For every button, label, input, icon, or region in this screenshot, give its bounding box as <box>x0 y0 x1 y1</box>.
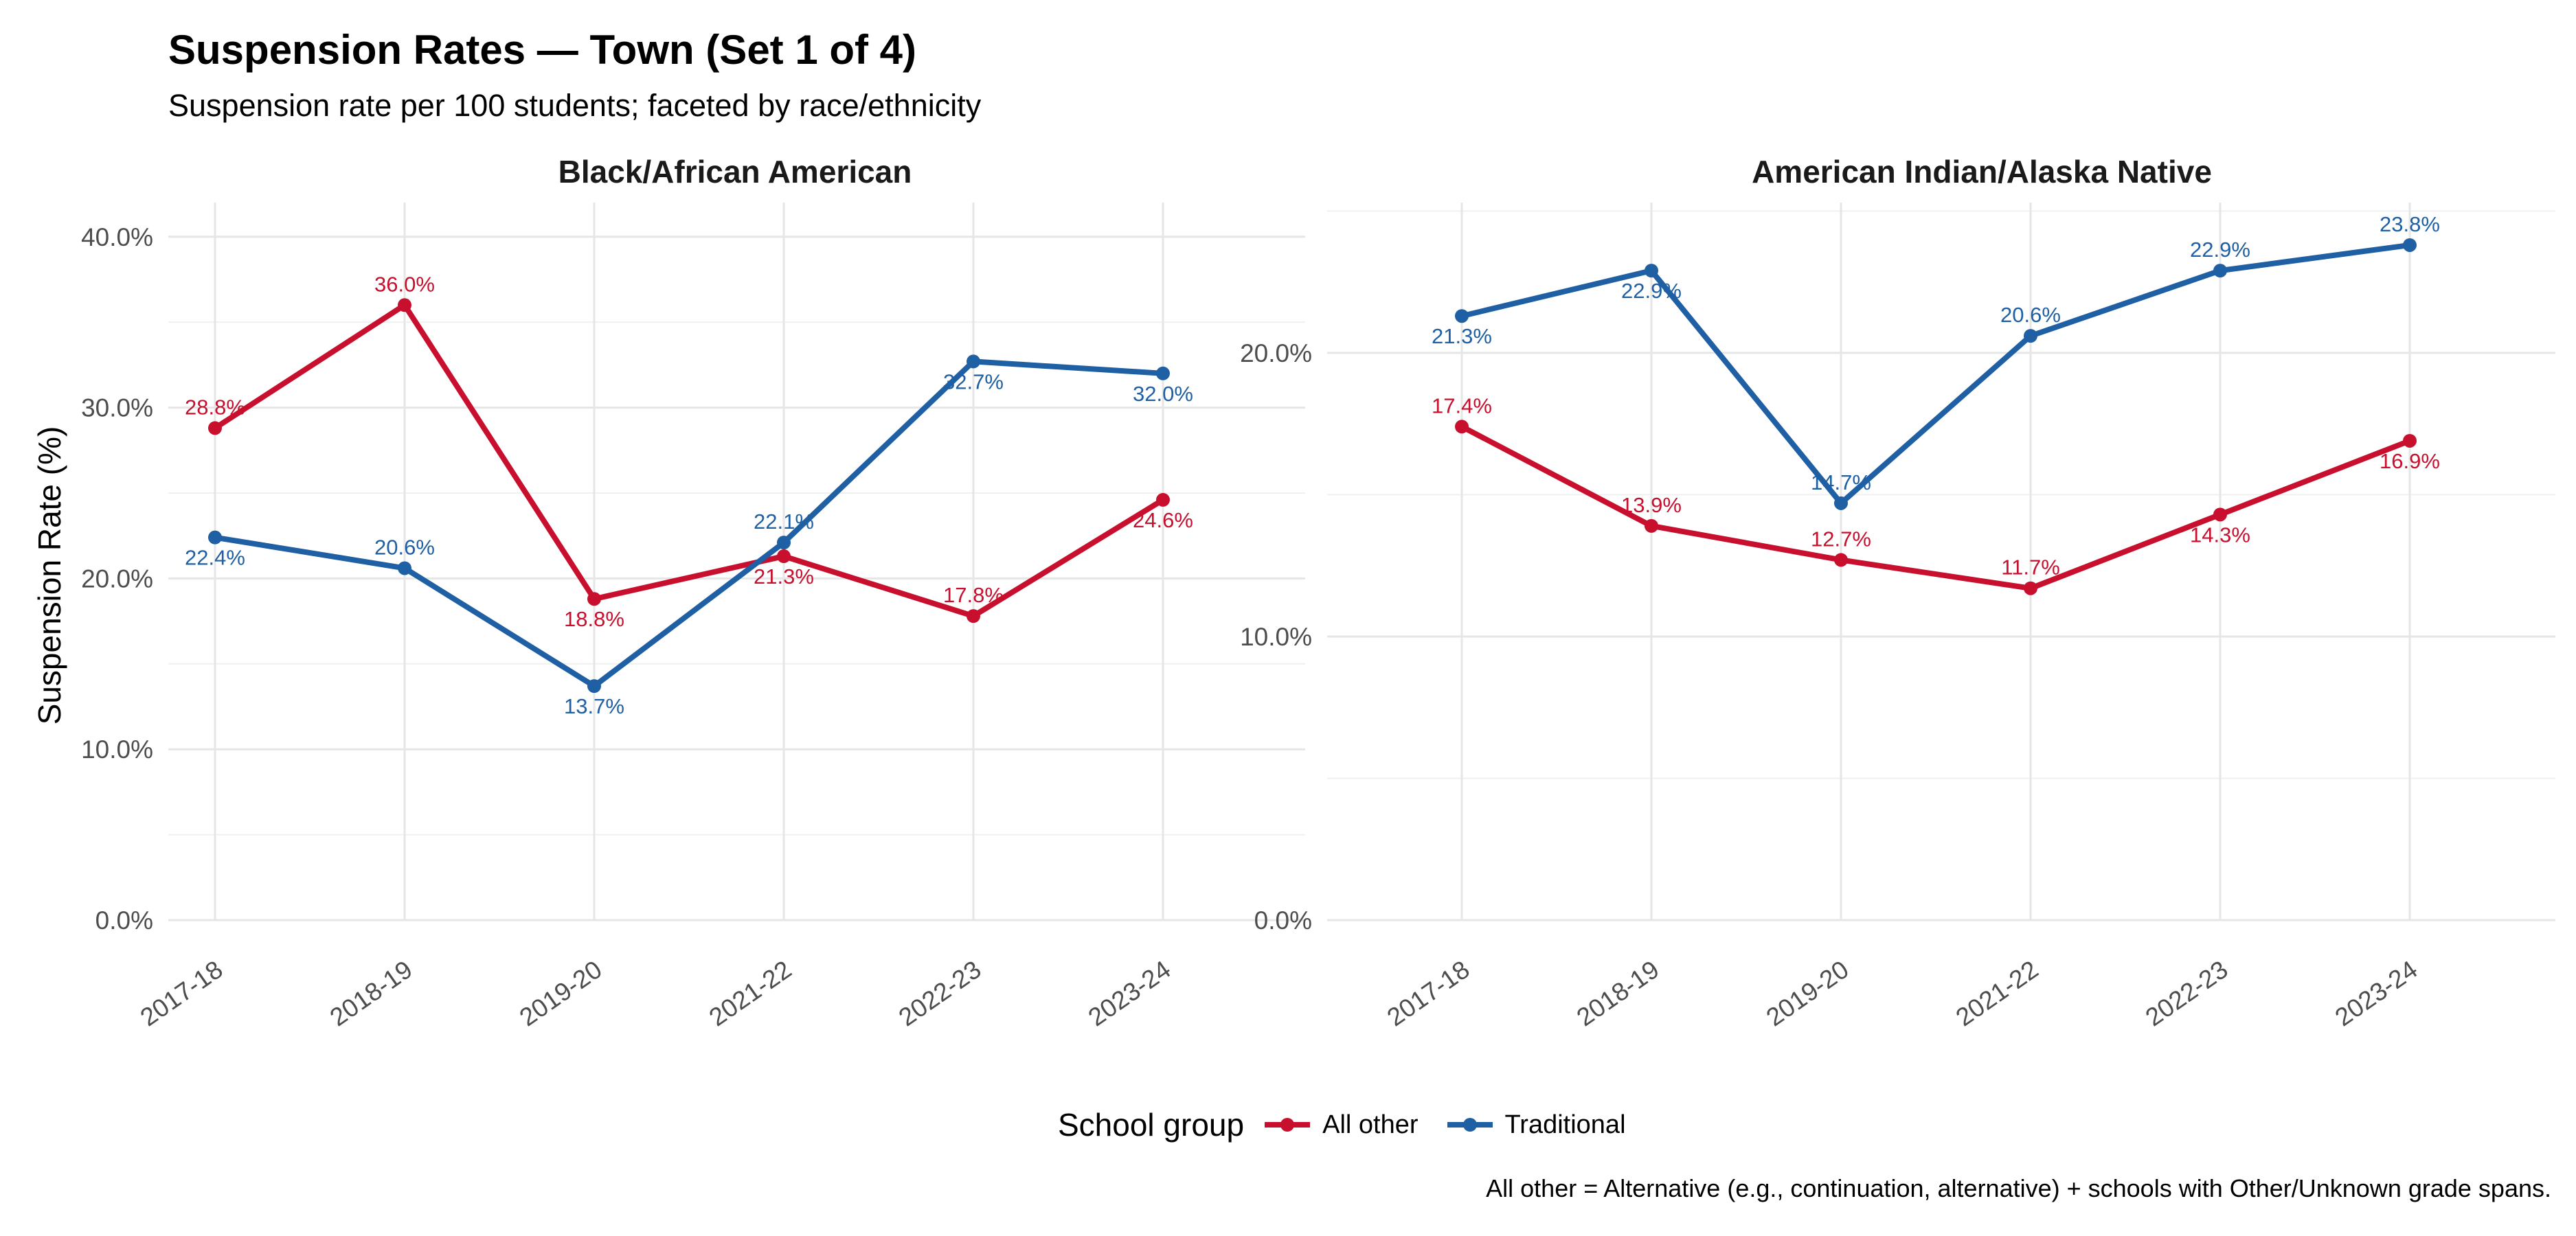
data-label-traditional: 32.7% <box>943 369 1004 393</box>
data-point-all-other <box>1645 518 1658 533</box>
data-point-all-other <box>2403 433 2417 448</box>
data-point-traditional <box>1156 366 1170 380</box>
y-tick-label: 0.0% <box>95 906 153 935</box>
data-point-all-other <box>777 549 791 564</box>
data-label-traditional: 20.6% <box>374 535 435 559</box>
data-point-traditional <box>208 530 222 545</box>
data-point-all-other <box>1455 420 1469 434</box>
data-point-all-other <box>1834 553 1848 567</box>
x-tick-label: 2023-24 <box>2330 955 2423 1031</box>
data-point-traditional <box>1645 264 1658 278</box>
data-label-traditional: 13.7% <box>564 694 624 718</box>
y-tick-label: 0.0% <box>1254 906 1312 935</box>
y-tick-label: 20.0% <box>81 564 153 593</box>
data-point-traditional <box>2024 329 2037 343</box>
x-tick-label: 2019-20 <box>1761 955 1854 1031</box>
data-label-traditional: 14.7% <box>1811 470 1871 494</box>
legend-key-all-other <box>1265 1118 1311 1132</box>
x-tick-label: 2019-20 <box>515 955 607 1031</box>
legend-title: School group <box>1058 1107 1245 1143</box>
data-point-traditional <box>1455 309 1469 323</box>
data-label-all-other: 13.9% <box>1621 493 1682 517</box>
data-point-traditional <box>587 679 601 694</box>
data-label-all-other: 17.8% <box>943 583 1004 607</box>
data-label-traditional: 32.0% <box>1133 382 1193 406</box>
series-line-traditional <box>1459 242 2413 506</box>
data-label-all-other: 11.7% <box>2001 556 2060 580</box>
data-point-all-other <box>2213 507 2227 522</box>
legend-item-all-other: All other <box>1263 1110 1419 1140</box>
x-tick-label: 2022-23 <box>2140 955 2233 1031</box>
data-label-traditional: 20.6% <box>2000 303 2061 327</box>
legend-item-traditional: Traditional <box>1446 1110 1626 1140</box>
data-label-all-other: 36.0% <box>374 272 435 296</box>
x-tick-label: 2018-19 <box>1572 955 1664 1031</box>
data-point-traditional <box>2213 264 2227 278</box>
x-tick-label: 2017-18 <box>1382 955 1475 1031</box>
data-point-traditional <box>967 354 980 369</box>
legend-key-traditional <box>1447 1118 1493 1132</box>
facet-title-2: American Indian/Alaska Native <box>1752 154 2212 190</box>
data-label-traditional: 22.9% <box>1621 279 1682 303</box>
data-label-all-other: 12.7% <box>1811 527 1871 551</box>
x-tick-label: 2021-22 <box>704 955 797 1031</box>
data-point-all-other <box>1156 492 1170 507</box>
data-label-all-other: 16.9% <box>2380 449 2440 473</box>
data-point-all-other <box>398 298 411 312</box>
x-tick-label: 2022-23 <box>894 955 986 1031</box>
data-point-all-other <box>587 592 601 606</box>
data-point-traditional <box>777 536 791 550</box>
data-label-traditional: 22.1% <box>754 510 814 534</box>
data-point-traditional <box>398 561 411 575</box>
y-tick-label: 20.0% <box>1240 339 1312 367</box>
caption: All other = Alternative (e.g., continuat… <box>1486 1174 2551 1202</box>
facet-panel-2: 0.0% 10.0% 20.0% 2017-18 2018-19 2019-20 2021-… <box>1240 203 2555 1031</box>
series-line-all-other <box>1459 424 2413 591</box>
data-label-all-other: 24.6% <box>1133 508 1193 532</box>
data-label-all-other: 21.3% <box>754 564 814 588</box>
legend-label-all-other: All other <box>1322 1110 1419 1139</box>
facet-title-1: Black/African American <box>558 154 912 190</box>
y-tick-label: 30.0% <box>81 394 153 422</box>
y-tick-label: 10.0% <box>81 735 153 764</box>
chart-title: Suspension Rates — Town (Set 1 of 4) <box>168 27 917 73</box>
x-tick-label: 2023-24 <box>1083 955 1176 1031</box>
data-point-traditional <box>1834 496 1848 510</box>
data-label-traditional: 22.9% <box>2190 238 2250 262</box>
data-label-all-other: 14.3% <box>2190 523 2250 547</box>
series-line-all-other <box>212 302 1166 619</box>
x-tick-label: 2021-22 <box>1951 955 2044 1031</box>
data-point-traditional <box>2403 238 2417 252</box>
legend-label-traditional: Traditional <box>1504 1110 1626 1139</box>
data-point-all-other <box>967 609 980 623</box>
data-label-all-other: 28.8% <box>185 395 245 419</box>
facet-panel-1: 0.0% 10.0% 20.0% 30.0% 40.0% 2017-18 2018-19 20… <box>81 203 1305 1031</box>
x-tick-label: 2018-19 <box>325 955 418 1031</box>
y-tick-label: 10.0% <box>1240 623 1312 651</box>
data-label-traditional: 22.4% <box>185 546 245 570</box>
data-label-all-other: 17.4% <box>1432 393 1492 417</box>
x-tick-label: 2017-18 <box>135 955 228 1031</box>
data-point-all-other <box>208 421 222 435</box>
data-label-all-other: 18.8% <box>564 607 624 631</box>
y-tick-label: 40.0% <box>81 223 153 251</box>
chart-subtitle: Suspension rate per 100 students; facete… <box>168 88 982 123</box>
series-line-traditional <box>212 358 1166 689</box>
data-point-all-other <box>2024 581 2037 595</box>
data-label-traditional: 21.3% <box>1432 324 1492 348</box>
data-label-traditional: 23.8% <box>2380 212 2440 236</box>
legend: School group All other Traditional <box>1058 1104 1653 1145</box>
